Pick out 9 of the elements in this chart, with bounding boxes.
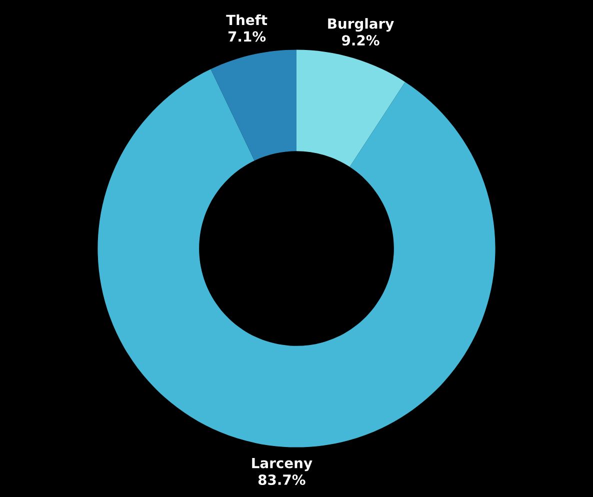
data-label: 7.1% xyxy=(228,31,266,42)
donut-slice xyxy=(98,69,496,448)
donut-slice xyxy=(296,50,406,167)
slice-label: Burglary xyxy=(328,18,394,32)
slice-label: Theft xyxy=(226,14,268,26)
data-label: 9.2% xyxy=(342,35,380,46)
donut-slice xyxy=(210,50,296,161)
data-label: 83.7% xyxy=(258,474,306,485)
slice-label: Larceny xyxy=(252,458,312,472)
